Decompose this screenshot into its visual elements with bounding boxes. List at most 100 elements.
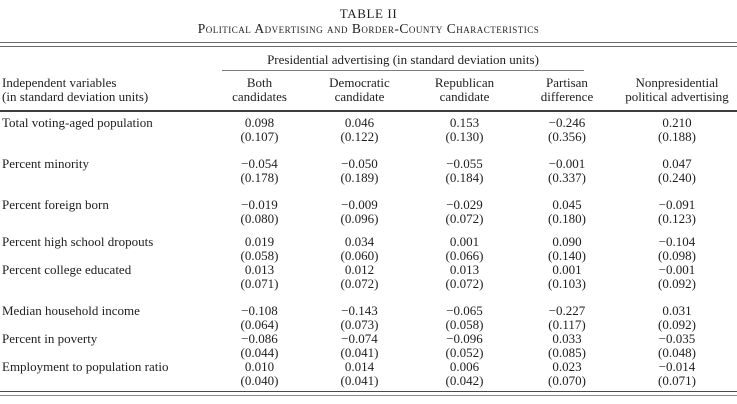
- standard-error-value: (0.180): [548, 211, 586, 226]
- coefficient-value: −0.050: [341, 156, 378, 171]
- cell-both-candidates: 0.013 (0.071): [212, 263, 307, 291]
- coefficient-value: 0.010: [244, 359, 275, 374]
- col-header-democratic-candidate: Democratic candidate: [307, 76, 412, 104]
- cell-republican-candidate: 0.013 (0.072): [412, 263, 517, 291]
- table-row: Total voting-aged population 0.098 (0.10…: [0, 116, 737, 144]
- row-label: Employment to population ratio: [2, 359, 169, 374]
- cell-democratic-candidate: 0.034 (0.060): [307, 235, 412, 263]
- standard-error-value: (0.092): [658, 317, 696, 332]
- standard-error-value: (0.123): [658, 211, 696, 226]
- coefficient-value: 0.013: [449, 262, 480, 277]
- cell-republican-candidate: 0.006 (0.042): [412, 360, 517, 388]
- coefficient-value: 0.047: [662, 156, 692, 171]
- coefficient-value: −0.091: [658, 197, 696, 212]
- coefficient-value: −0.108: [241, 303, 278, 318]
- coefficient-value: 0.023: [552, 359, 582, 374]
- cell-both-candidates: 0.019 (0.058): [212, 235, 307, 263]
- standard-error-value: (0.072): [340, 276, 379, 291]
- cell-nonpresidential-advertising: 0.047 (0.240): [617, 157, 737, 185]
- cell-republican-candidate: 0.153 (0.130): [412, 116, 517, 144]
- standard-error-value: (0.072): [445, 211, 484, 226]
- standard-error-value: (0.092): [658, 276, 696, 291]
- coefficient-value: −0.014: [658, 359, 696, 374]
- top-double-rule: [0, 42, 737, 47]
- cell-nonpresidential-advertising: 0.210 (0.188): [617, 116, 737, 144]
- col-header-line1: Independent variables: [2, 75, 117, 90]
- bottom-double-rule: [0, 391, 737, 396]
- coefficient-value: 0.034: [344, 234, 375, 249]
- standard-error-value: (0.052): [445, 345, 484, 360]
- cell-partisan-difference: 0.033 (0.085): [517, 332, 617, 360]
- standard-error-value: (0.080): [240, 211, 279, 226]
- table-row: Percent high school dropouts 0.019 (0.05…: [0, 235, 737, 263]
- cell-partisan-difference: −0.227 (0.117): [517, 304, 617, 332]
- standard-error-value: (0.085): [548, 345, 586, 360]
- cell-partisan-difference: −0.246 (0.356): [517, 116, 617, 144]
- coefficient-value: −0.074: [341, 331, 378, 346]
- standard-error-value: (0.040): [240, 373, 279, 388]
- cell-partisan-difference: 0.045 (0.180): [517, 198, 617, 226]
- standard-error-value: (0.184): [445, 170, 484, 185]
- cell-democratic-candidate: −0.143 (0.073): [307, 304, 412, 332]
- coefficient-value: −0.096: [446, 331, 483, 346]
- row-label: Percent high school dropouts: [2, 234, 154, 249]
- cell-partisan-difference: 0.090 (0.140): [517, 235, 617, 263]
- standard-error-value: (0.048): [658, 345, 696, 360]
- cell-democratic-candidate: −0.050 (0.189): [307, 157, 412, 185]
- col-header-line1: Democratic: [329, 75, 390, 90]
- cell-democratic-candidate: 0.046 (0.122): [307, 116, 412, 144]
- coefficient-value: 0.014: [344, 359, 375, 374]
- cell-nonpresidential-advertising: 0.031 (0.092): [617, 304, 737, 332]
- cell-republican-candidate: −0.096 (0.052): [412, 332, 517, 360]
- coefficient-value: −0.001: [658, 262, 696, 277]
- coefficient-value: −0.246: [548, 115, 586, 130]
- cell-democratic-candidate: −0.009 (0.096): [307, 198, 412, 226]
- col-header-nonpresidential-advertising: Nonpresidential political advertising: [617, 76, 737, 104]
- standard-error-value: (0.356): [548, 129, 586, 144]
- standard-error-value: (0.041): [340, 373, 379, 388]
- cell-republican-candidate: −0.029 (0.072): [412, 198, 517, 226]
- col-header-partisan-difference: Partisan difference: [517, 76, 617, 104]
- standard-error-value: (0.122): [340, 129, 379, 144]
- table-row: Percent foreign born −0.019 (0.080) −0.0…: [0, 198, 737, 226]
- row-label: Total voting-aged population: [2, 115, 153, 130]
- cell-nonpresidential-advertising: −0.091 (0.123): [617, 198, 737, 226]
- coefficient-value: −0.055: [446, 156, 483, 171]
- table-subtitle: Political Advertising and Border-County …: [197, 21, 540, 36]
- table-title: TABLE II: [339, 6, 398, 21]
- standard-error-value: (0.064): [240, 317, 279, 332]
- table-body: Total voting-aged population 0.098 (0.10…: [0, 112, 737, 388]
- col-header-republican-candidate: Republican candidate: [412, 76, 517, 104]
- col-header-line1: Both: [246, 75, 273, 90]
- coefficient-value: 0.098: [244, 115, 275, 130]
- coefficient-value: 0.033: [552, 331, 582, 346]
- cell-democratic-candidate: −0.074 (0.041): [307, 332, 412, 360]
- standard-error-value: (0.073): [340, 317, 379, 332]
- standard-error-value: (0.189): [340, 170, 379, 185]
- col-header-line2: difference: [540, 89, 594, 104]
- coefficient-value: 0.046: [344, 115, 375, 130]
- standard-error-value: (0.130): [445, 129, 484, 144]
- span-header-row: Presidential advertising (in standard de…: [0, 52, 737, 71]
- presidential-span-cell: Presidential advertising (in standard de…: [212, 52, 617, 71]
- cell-partisan-difference: −0.001 (0.337): [517, 157, 617, 185]
- standard-error-value: (0.060): [340, 248, 379, 263]
- coefficient-value: −0.227: [548, 303, 586, 318]
- cell-nonpresidential-advertising: −0.104 (0.098): [617, 235, 737, 263]
- span-header-spacer-right: [617, 52, 737, 71]
- row-label: Percent foreign born: [2, 197, 109, 212]
- standard-error-value: (0.178): [240, 170, 279, 185]
- standard-error-value: (0.103): [548, 276, 586, 291]
- col-header-line2: candidate: [439, 89, 490, 104]
- cell-both-candidates: 0.098 (0.107): [212, 116, 307, 144]
- coefficient-value: 0.012: [344, 262, 375, 277]
- standard-error-value: (0.098): [658, 248, 696, 263]
- standard-error-value: (0.117): [548, 317, 586, 332]
- coefficient-value: 0.013: [244, 262, 275, 277]
- table-row: Percent college educated 0.013 (0.071) 0…: [0, 263, 737, 291]
- col-header-line2: candidate: [334, 89, 385, 104]
- row-label: Median household income: [2, 303, 140, 318]
- cell-partisan-difference: 0.001 (0.103): [517, 263, 617, 291]
- col-header-line2: political advertising: [625, 89, 729, 104]
